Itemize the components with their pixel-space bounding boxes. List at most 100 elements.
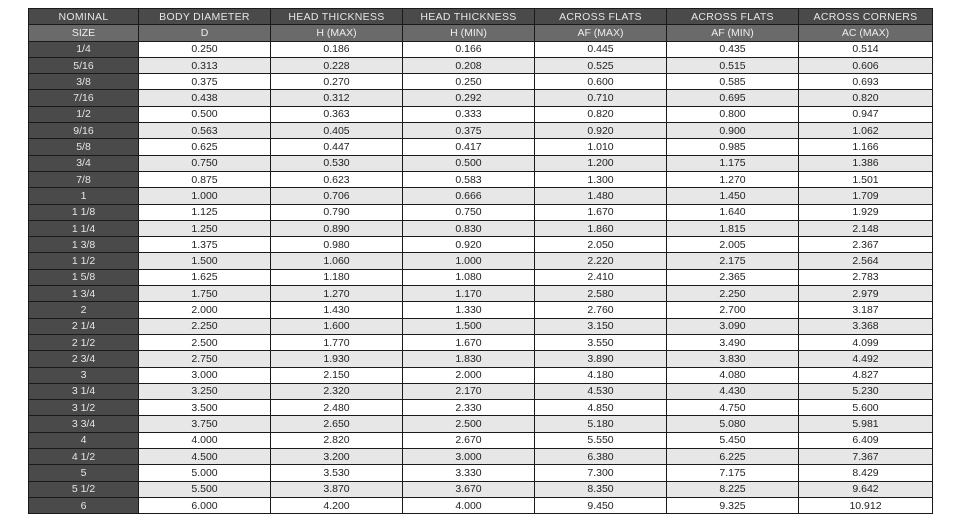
d-cell: 1.125 [139, 204, 271, 220]
h-min-cell: 0.250 [403, 74, 535, 90]
af-min-cell: 6.225 [667, 449, 799, 465]
af-max-cell: 2.580 [535, 286, 667, 302]
h-max-cell: 2.150 [271, 367, 403, 383]
af-max-cell: 1.670 [535, 204, 667, 220]
table-row: 5/160.3130.2280.2080.5250.5150.606 [29, 57, 933, 73]
h-min-cell: 3.000 [403, 449, 535, 465]
af-min-cell: 7.175 [667, 465, 799, 481]
h-min-cell: 0.166 [403, 41, 535, 57]
d-cell: 0.250 [139, 41, 271, 57]
af-min-cell: 3.490 [667, 334, 799, 350]
ac-max-cell: 5.230 [799, 383, 933, 399]
h-max-cell: 0.186 [271, 41, 403, 57]
d-cell: 3.750 [139, 416, 271, 432]
af-min-cell: 2.175 [667, 253, 799, 269]
table-header-row-2: SIZEDH (MAX)H (MIN)AF (MAX)AF (MIN)AC (M… [29, 25, 933, 41]
af-min-cell: 1.640 [667, 204, 799, 220]
table-row: 3 3/43.7502.6502.5005.1805.0805.981 [29, 416, 933, 432]
h-min-cell: 0.375 [403, 123, 535, 139]
col-header2-0: SIZE [29, 25, 139, 41]
col-header2-1: D [139, 25, 271, 41]
af-max-cell: 9.450 [535, 497, 667, 513]
ac-max-cell: 2.783 [799, 269, 933, 285]
af-max-cell: 1.010 [535, 139, 667, 155]
af-max-cell: 2.410 [535, 269, 667, 285]
ac-max-cell: 0.514 [799, 41, 933, 57]
h-min-cell: 0.292 [403, 90, 535, 106]
af-max-cell: 0.920 [535, 123, 667, 139]
table-row: 3 1/23.5002.4802.3304.8504.7505.600 [29, 400, 933, 416]
af-max-cell: 8.350 [535, 481, 667, 497]
size-cell: 3/8 [29, 74, 139, 90]
h-min-cell: 0.208 [403, 57, 535, 73]
d-cell: 6.000 [139, 497, 271, 513]
size-cell: 5 [29, 465, 139, 481]
h-min-cell: 4.000 [403, 497, 535, 513]
ac-max-cell: 5.600 [799, 400, 933, 416]
ac-max-cell: 2.564 [799, 253, 933, 269]
h-max-cell: 2.820 [271, 432, 403, 448]
af-min-cell: 0.900 [667, 123, 799, 139]
d-cell: 4.000 [139, 432, 271, 448]
d-cell: 0.750 [139, 155, 271, 171]
size-cell: 3/4 [29, 155, 139, 171]
af-min-cell: 3.830 [667, 351, 799, 367]
table-row: 66.0004.2004.0009.4509.32510.912 [29, 497, 933, 513]
d-cell: 1.375 [139, 237, 271, 253]
d-cell: 2.250 [139, 318, 271, 334]
d-cell: 0.375 [139, 74, 271, 90]
ac-max-cell: 5.981 [799, 416, 933, 432]
h-min-cell: 0.500 [403, 155, 535, 171]
page-wrap: NOMINALBODY DIAMETERHEAD THICKNESSHEAD T… [0, 0, 960, 524]
af-min-cell: 1.175 [667, 155, 799, 171]
h-max-cell: 0.706 [271, 188, 403, 204]
ac-max-cell: 10.912 [799, 497, 933, 513]
af-max-cell: 0.445 [535, 41, 667, 57]
dimensions-table: NOMINALBODY DIAMETERHEAD THICKNESSHEAD T… [28, 8, 933, 514]
size-cell: 1 1/2 [29, 253, 139, 269]
d-cell: 5.500 [139, 481, 271, 497]
af-max-cell: 2.050 [535, 237, 667, 253]
af-max-cell: 4.180 [535, 367, 667, 383]
af-min-cell: 2.250 [667, 286, 799, 302]
ac-max-cell: 1.062 [799, 123, 933, 139]
h-max-cell: 1.600 [271, 318, 403, 334]
af-min-cell: 0.515 [667, 57, 799, 73]
h-min-cell: 0.830 [403, 220, 535, 236]
h-min-cell: 1.080 [403, 269, 535, 285]
af-max-cell: 1.300 [535, 171, 667, 187]
af-min-cell: 5.080 [667, 416, 799, 432]
h-min-cell: 1.000 [403, 253, 535, 269]
table-row: 1 3/81.3750.9800.9202.0502.0052.367 [29, 237, 933, 253]
af-min-cell: 1.450 [667, 188, 799, 204]
table-row: 1 1/41.2500.8900.8301.8601.8152.148 [29, 220, 933, 236]
table-row: 3/40.7500.5300.5001.2001.1751.386 [29, 155, 933, 171]
size-cell: 1 [29, 188, 139, 204]
size-cell: 3 3/4 [29, 416, 139, 432]
ac-max-cell: 4.827 [799, 367, 933, 383]
h-min-cell: 0.750 [403, 204, 535, 220]
af-max-cell: 0.600 [535, 74, 667, 90]
ac-max-cell: 1.166 [799, 139, 933, 155]
table-row: 7/160.4380.3120.2920.7100.6950.820 [29, 90, 933, 106]
h-min-cell: 3.330 [403, 465, 535, 481]
af-max-cell: 1.480 [535, 188, 667, 204]
af-max-cell: 5.180 [535, 416, 667, 432]
table-header-row-1: NOMINALBODY DIAMETERHEAD THICKNESSHEAD T… [29, 9, 933, 25]
af-min-cell: 4.750 [667, 400, 799, 416]
af-max-cell: 2.220 [535, 253, 667, 269]
ac-max-cell: 3.187 [799, 302, 933, 318]
d-cell: 0.438 [139, 90, 271, 106]
h-min-cell: 2.000 [403, 367, 535, 383]
d-cell: 2.000 [139, 302, 271, 318]
size-cell: 2 1/4 [29, 318, 139, 334]
af-min-cell: 9.325 [667, 497, 799, 513]
h-max-cell: 0.363 [271, 106, 403, 122]
ac-max-cell: 6.409 [799, 432, 933, 448]
d-cell: 0.625 [139, 139, 271, 155]
ac-max-cell: 7.367 [799, 449, 933, 465]
size-cell: 1/4 [29, 41, 139, 57]
size-cell: 3 1/4 [29, 383, 139, 399]
h-min-cell: 1.830 [403, 351, 535, 367]
size-cell: 5 1/2 [29, 481, 139, 497]
